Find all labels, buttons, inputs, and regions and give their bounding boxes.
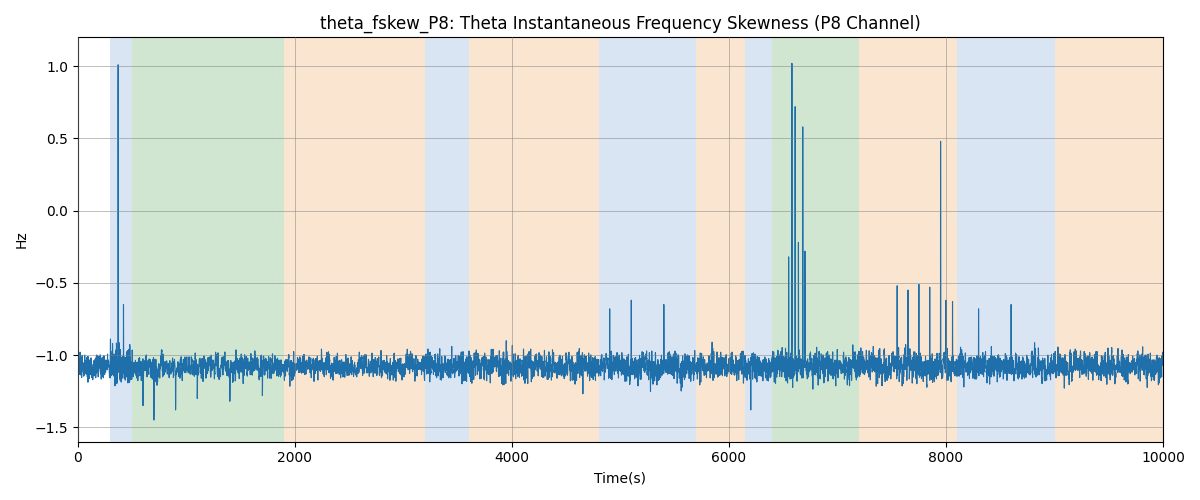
Bar: [745, 38, 773, 442]
Bar: [284, 38, 425, 442]
Bar: [132, 38, 284, 442]
Bar: [468, 38, 599, 442]
Bar: [110, 38, 132, 442]
Bar: [425, 38, 468, 442]
X-axis label: Time(s): Time(s): [594, 471, 647, 485]
Bar: [956, 38, 1055, 442]
Title: theta_fskew_P8: Theta Instantaneous Frequency Skewness (P8 Channel): theta_fskew_P8: Theta Instantaneous Freq…: [320, 15, 920, 34]
Bar: [696, 38, 745, 442]
Y-axis label: Hz: Hz: [14, 230, 29, 248]
Bar: [773, 38, 859, 442]
Bar: [859, 38, 956, 442]
Bar: [1055, 38, 1163, 442]
Bar: [599, 38, 696, 442]
